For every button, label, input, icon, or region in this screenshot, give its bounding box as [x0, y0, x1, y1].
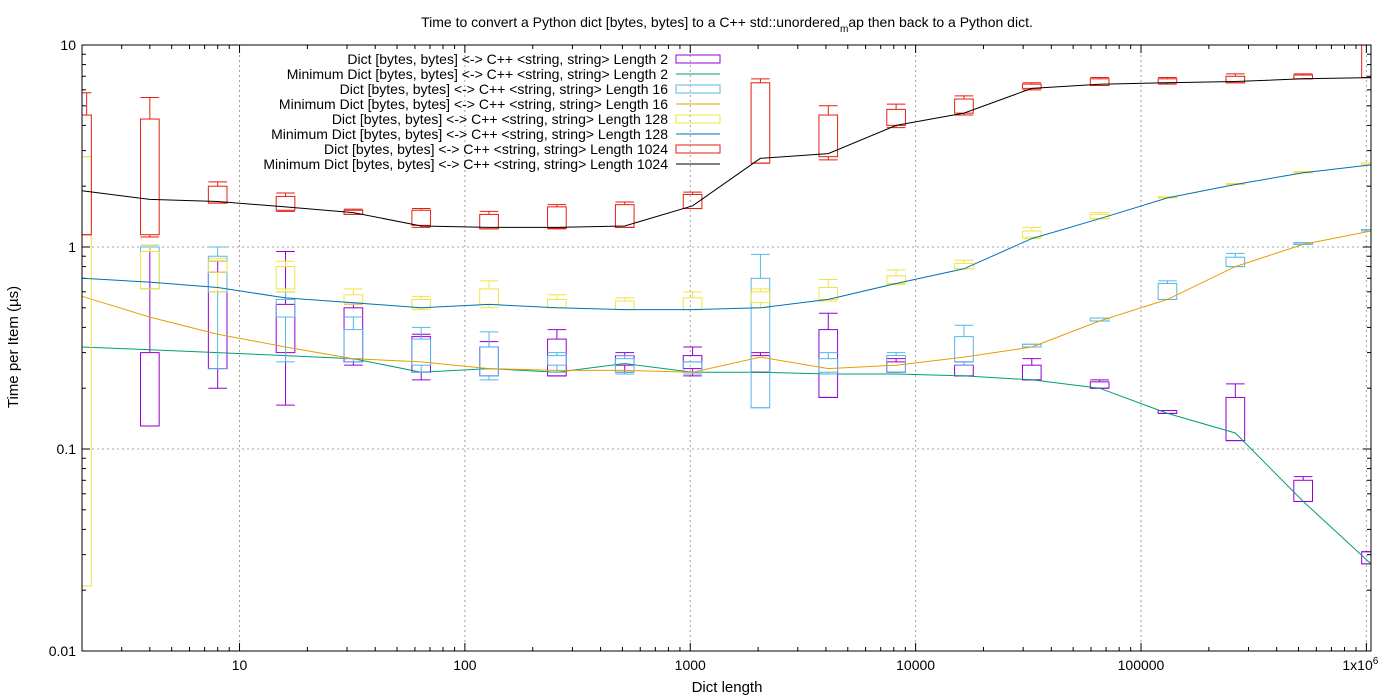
box: [682, 193, 703, 210]
legend-label: Dict [bytes, bytes] <-> C++ <string, str…: [340, 81, 669, 97]
box: [343, 307, 364, 363]
box: [886, 355, 906, 373]
box: [479, 288, 499, 305]
box: [1089, 78, 1110, 87]
legend: Dict [bytes, bytes] <-> C++ <string, str…: [263, 51, 721, 172]
minimum-line-len2: [81, 346, 1372, 565]
box: [479, 213, 499, 230]
box: [886, 361, 906, 373]
legend-label: Dict [bytes, bytes] <-> C++ <string, str…: [347, 51, 668, 67]
box: [140, 352, 160, 427]
box: [275, 195, 296, 211]
box: [614, 358, 635, 373]
box: [682, 297, 703, 311]
box: [343, 329, 364, 360]
box: [614, 204, 635, 228]
box: [750, 82, 771, 164]
box: [207, 260, 228, 273]
box: [818, 329, 839, 398]
box: [547, 206, 567, 229]
chart-title: Time to convert a Python dict [bytes, by…: [421, 14, 1033, 35]
axis-ticks: 0.01 0.1 1 10 10 100 1000 10000 100000 1x106: [49, 37, 1379, 673]
x-axis-label: Dict length: [692, 679, 763, 696]
legend-label: Minimum Dict [bytes, bytes] <-> C++ <str…: [287, 66, 668, 82]
legend-label: Dict [bytes, bytes] <-> C++ <string, str…: [324, 141, 668, 157]
box: [547, 298, 567, 309]
box: [954, 364, 974, 377]
box: [1157, 282, 1178, 300]
series-len1024: [81, 44, 1372, 238]
box: [479, 346, 499, 377]
x-tick-label: 1000: [675, 657, 706, 673]
legend-box-swatch: [675, 54, 721, 64]
legend-box-swatch: [675, 144, 721, 154]
legend-box-swatch: [675, 84, 721, 94]
chart-title-tail: ap then back to a Python dict.: [848, 14, 1032, 30]
y-tick-label: 0.01: [49, 643, 76, 659]
box: [818, 358, 839, 373]
minimum-line-len1024: [81, 77, 1372, 228]
box: [1021, 364, 1042, 381]
y-tick-label: 0.1: [57, 441, 77, 457]
box: [479, 346, 499, 377]
legend-label: Minimum Dict [bytes, bytes] <-> C++ <str…: [263, 156, 668, 172]
x-tick-label: 100000: [1118, 657, 1165, 673]
box: [750, 291, 771, 304]
box: [1225, 256, 1246, 268]
box: [411, 209, 432, 226]
series-len128: [81, 156, 1372, 587]
legend-label: Minimum Dict [bytes, bytes] <-> C++ <str…: [271, 126, 668, 142]
box: [207, 185, 228, 204]
y-axis-label: Time per Item (µs): [5, 286, 22, 408]
box: [140, 118, 160, 236]
x-tick-label: 100: [453, 657, 477, 673]
box: [1225, 396, 1246, 442]
box: [1021, 230, 1042, 238]
box: [275, 266, 296, 290]
plot-frame: [81, 44, 1372, 652]
box: [547, 355, 567, 366]
chart-title-main: Time to convert a Python dict [bytes, by…: [421, 14, 840, 30]
box: [750, 277, 771, 409]
box: [886, 108, 906, 126]
box: [411, 298, 432, 309]
box: [343, 294, 364, 304]
legend-label: Dict [bytes, bytes] <-> C++ <string, str…: [332, 111, 668, 127]
y-tick-label: 10: [60, 37, 76, 53]
x-tick-label: 1x106: [1342, 656, 1378, 673]
box: [1225, 75, 1246, 84]
box: [1293, 479, 1313, 502]
chart-title-subscript: m: [840, 24, 848, 35]
x-tick-label: 10000: [896, 657, 935, 673]
series-len16: [81, 229, 1372, 409]
box: [140, 250, 160, 290]
box: [818, 114, 839, 158]
box: [81, 114, 92, 236]
x-tick-label: 10: [232, 657, 248, 673]
box: [81, 156, 92, 587]
minimum-line-len128: [81, 164, 1372, 311]
box: [343, 209, 364, 215]
y-tick-label: 1: [68, 239, 76, 255]
legend-label: Minimum Dict [bytes, bytes] <-> C++ <str…: [279, 96, 668, 112]
minimum-line-len16: [81, 230, 1372, 373]
box: [614, 300, 635, 311]
grid-lines: [82, 45, 1371, 651]
box: [275, 298, 296, 318]
box: [954, 336, 974, 363]
box: [411, 338, 432, 366]
legend-box-swatch: [675, 114, 721, 124]
